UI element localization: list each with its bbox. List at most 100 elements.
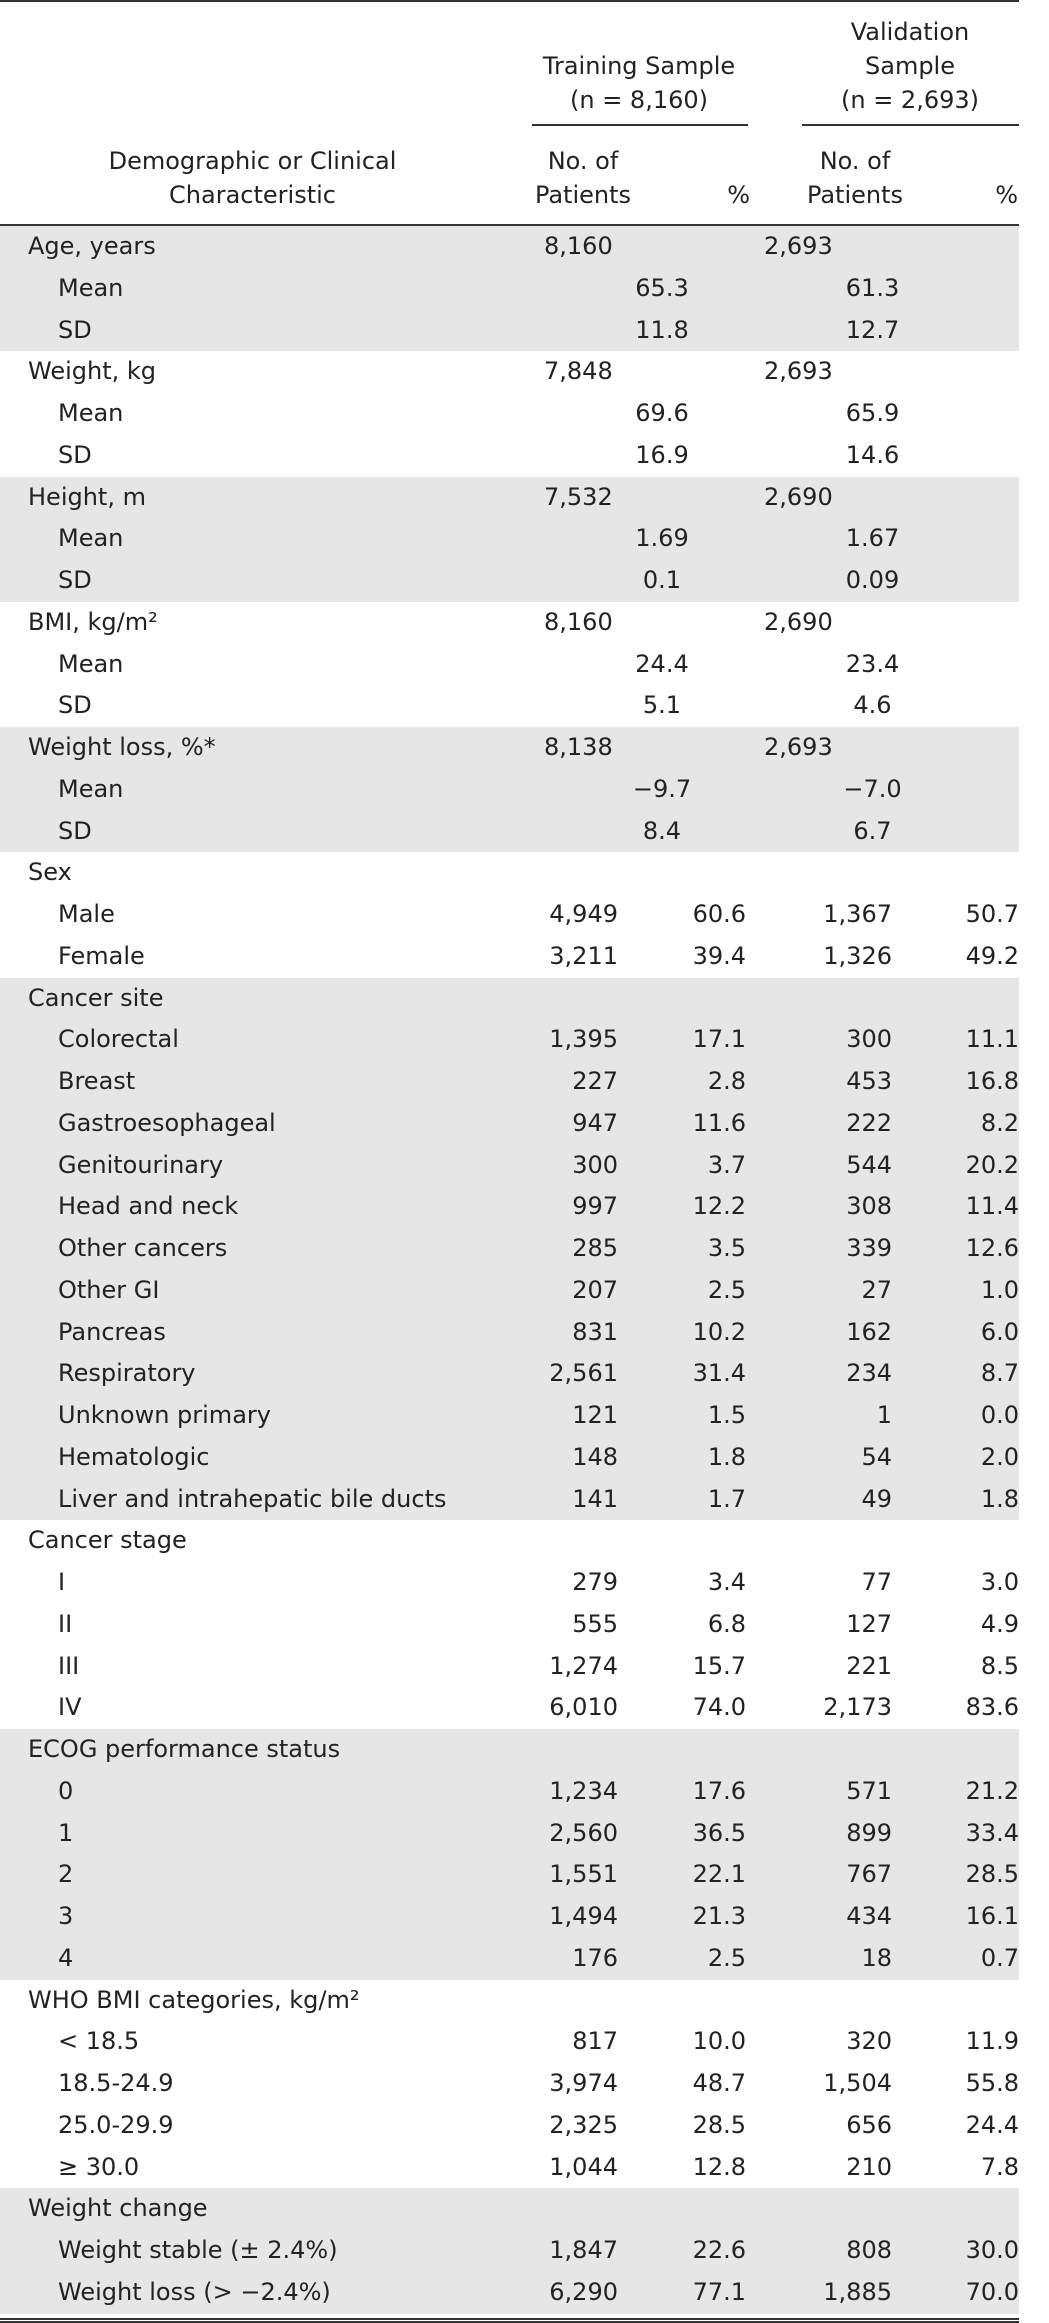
row-label: 4: [58, 1943, 74, 1972]
table-row: ≥ 30.0 1,044 12.8 210 7.8: [0, 2147, 1019, 2189]
table-row: 2 1,551 22.1 767 28.5: [0, 1854, 1019, 1896]
cell: 1.8: [707, 1442, 746, 1471]
cell: 69.6: [635, 399, 689, 427]
table-row: Gastroesophageal 947 11.6 222 8.2: [0, 1102, 1019, 1145]
table-row: 0 1,234 17.6 571 21.2: [0, 1770, 1019, 1813]
cell: 0.0: [980, 1401, 1019, 1429]
row-label: Height, m: [28, 482, 146, 511]
table-row: Other cancers 285 3.5 339 12.6: [0, 1228, 1019, 1270]
cell: 127: [846, 1609, 892, 1638]
cell: 2.5: [707, 1943, 746, 1972]
cell: 60.6: [692, 900, 746, 928]
cell: 24.4: [635, 649, 689, 678]
cell: 339: [846, 1234, 892, 1262]
table-row: SD 8.4 6.7: [0, 810, 1019, 853]
table-row: 1 2,560 36.5 899 33.4: [0, 1812, 1019, 1855]
table-row: Respiratory 2,561 31.4 234 8.7: [0, 1353, 1019, 1395]
row-label: III: [58, 1651, 80, 1680]
cell: 141: [572, 1484, 618, 1513]
table-row: Pancreas 831 10.2 162 6.0: [0, 1311, 1019, 1354]
table-row: Height, m 7,532 2,690: [0, 476, 1019, 519]
cell: 61.3: [845, 273, 900, 302]
table-row: Head and neck 997 12.2 308 11.4: [0, 1186, 1019, 1228]
cell: 22.6: [692, 2236, 746, 2264]
row-label: Cancer site: [28, 983, 164, 1012]
table-row: 18.5-24.9 3,974 48.7 1,504 55.8: [0, 2063, 1019, 2105]
cell: 48.7: [692, 2069, 746, 2097]
cell: 8,138: [544, 733, 613, 761]
row-label: ECOG performance status: [28, 1735, 341, 1763]
cell: 18: [861, 1943, 892, 1972]
cell: 16.1: [965, 1902, 1019, 1930]
header-text: Patients: [534, 181, 632, 209]
cell: 23.4: [845, 649, 900, 678]
table-row: Cancer stage: [0, 1520, 1019, 1562]
row-label: 0: [58, 1776, 74, 1805]
cell: 2,693: [764, 733, 833, 761]
row-label: Hematologic: [58, 1442, 210, 1471]
row-label: Mean: [58, 273, 124, 302]
table-row: Mean −9.7 −7.0: [0, 768, 1019, 811]
cell: 544: [846, 1150, 892, 1179]
row-label: Pancreas: [58, 1317, 166, 1346]
cell: 308: [846, 1192, 892, 1221]
table-row: 25.0-29.9 2,325 28.5 656 24.4: [0, 2105, 1019, 2147]
row-label: Weight, kg: [28, 357, 157, 386]
cell: 8.5: [980, 1651, 1019, 1680]
row-label: Mean: [58, 524, 124, 553]
cell: 6.7: [853, 816, 892, 845]
table-row: Colorectal 1,395 17.1 300 11.1: [0, 1019, 1019, 1061]
cell: 2.0: [980, 1442, 1019, 1471]
cell: 899: [846, 1818, 892, 1847]
cell: 12.8: [692, 2152, 746, 2181]
table-row: WHO BMI categories, kg/m²: [0, 1980, 1019, 2022]
cell: 2,690: [764, 482, 833, 511]
cell: 83.6: [965, 1693, 1019, 1722]
cell: 3.5: [707, 1234, 746, 1262]
cell: 21.2: [965, 1776, 1019, 1805]
cell: 320: [846, 2027, 892, 2056]
cell: 33.4: [965, 1818, 1019, 1847]
cell: 4.9: [980, 1609, 1019, 1638]
cell: 1,326: [823, 941, 892, 970]
header-rule: [802, 124, 1019, 126]
row-label: Liver and intrahepatic bile ducts: [58, 1484, 447, 1513]
cell: 1,395: [549, 1025, 618, 1054]
cell: 8.2: [980, 1108, 1019, 1137]
cell: 12.2: [692, 1192, 746, 1221]
cell: 30.0: [965, 2236, 1019, 2264]
cell: 8.4: [642, 816, 682, 845]
cell: 31.4: [692, 1359, 746, 1388]
table-row: Male 4,949 60.6 1,367 50.7: [0, 894, 1019, 936]
cell: 148: [572, 1442, 618, 1471]
cell: 14.6: [845, 440, 900, 469]
table-row: III 1,274 15.7 221 8.5: [0, 1646, 1019, 1688]
row-label: SD: [58, 816, 92, 845]
row-label: Mean: [58, 774, 124, 803]
cell: 1.5: [707, 1401, 746, 1429]
table-row: Sex: [0, 852, 1019, 894]
row-label: Mean: [58, 399, 124, 427]
cell: 6,290: [549, 2277, 618, 2306]
cell: 54: [861, 1442, 892, 1471]
cell: 3,974: [549, 2069, 618, 2097]
cell: 49: [861, 1484, 892, 1513]
row-label: Female: [58, 941, 145, 970]
row-label: I: [58, 1568, 66, 1596]
table-row: SD 5.1 4.6: [0, 685, 1019, 727]
row-label: Genitourinary: [58, 1150, 224, 1179]
cell: 1.8: [980, 1484, 1019, 1513]
cell: 74.0: [692, 1693, 746, 1722]
cell: 2,173: [823, 1693, 892, 1722]
row-label: Weight change: [28, 2194, 208, 2223]
cell: 656: [846, 2110, 892, 2139]
cell: 300: [846, 1025, 892, 1054]
header-text: %: [995, 181, 1018, 209]
cell: 222: [846, 1108, 892, 1137]
row-label: IV: [58, 1693, 82, 1722]
cell: 0.7: [980, 1943, 1019, 1972]
cell: 7,532: [544, 482, 613, 511]
table-row: Genitourinary 300 3.7 544 20.2: [0, 1144, 1019, 1187]
cell: 16.8: [965, 1067, 1019, 1095]
cell: 11.1: [965, 1025, 1019, 1054]
